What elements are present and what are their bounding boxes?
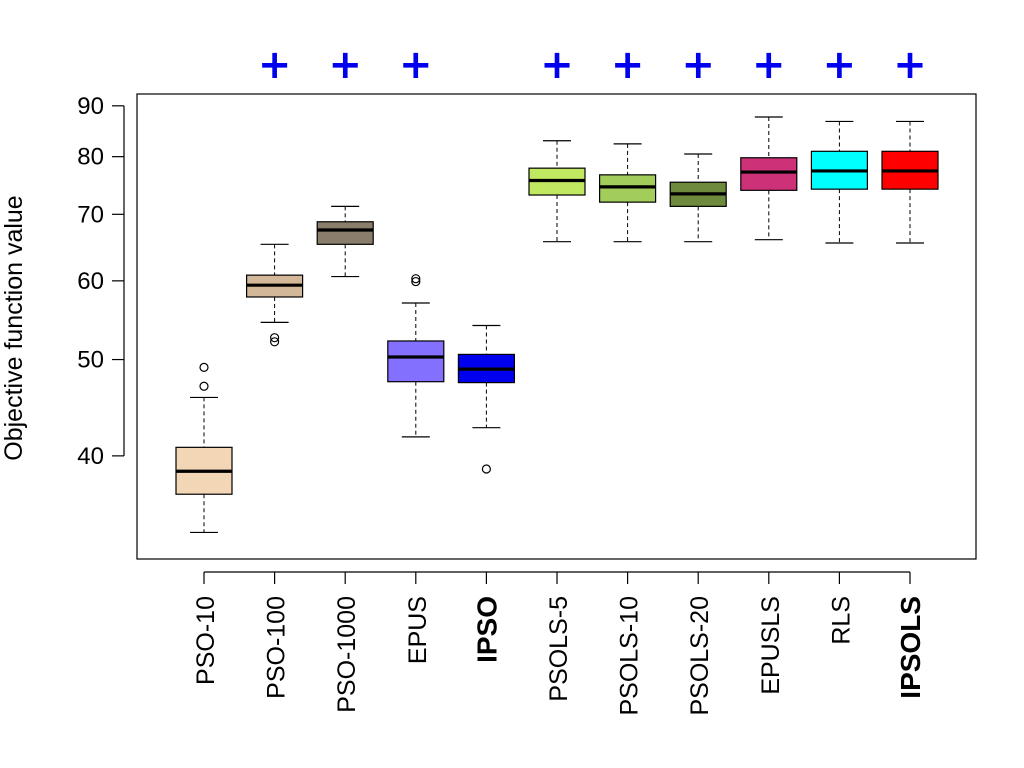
outlier-point [270, 337, 280, 347]
y-axis-label: Objective function value [0, 195, 28, 460]
y-tick-label: 60 [77, 268, 104, 295]
x-tick-label: PSO-10 [192, 596, 220, 685]
box-group [246, 243, 304, 347]
box-group [669, 153, 727, 243]
box-group [316, 205, 374, 278]
y-tick-label: 80 [77, 144, 104, 171]
box-group [387, 274, 445, 438]
significance-plus-marker: + [540, 42, 574, 88]
box-group [810, 120, 869, 244]
outlier-point [411, 274, 421, 284]
box [598, 174, 657, 203]
plot-frame [136, 93, 977, 560]
box-group [175, 362, 233, 534]
x-tick-label: RLS [827, 596, 855, 645]
box-group [457, 324, 515, 474]
x-tick-label: IPSOLS [895, 596, 926, 699]
y-tick-label: 40 [77, 443, 104, 470]
y-tick-label: 90 [77, 93, 104, 120]
significance-plus-marker: + [328, 42, 362, 88]
x-tick-label: PSOLS-5 [545, 596, 573, 702]
significance-plus-marker: + [611, 42, 645, 88]
outlier-point [199, 381, 209, 391]
x-tick-label: PSOLS-20 [686, 596, 714, 716]
y-tick-label: 70 [77, 201, 104, 228]
x-tick-label: EPUSLS [757, 596, 785, 695]
x-tick-label: PSO-1000 [333, 596, 361, 713]
x-tick-label: PSO-100 [263, 596, 291, 699]
box [387, 340, 445, 383]
x-axis: PSO-10 PSO-100 PSO-1000 EPUS IPSO PSOLS-5 PSOL… [192, 571, 926, 716]
outlier-point [481, 464, 491, 474]
significance-plus-marker: + [823, 42, 857, 88]
significance-plus-marker: + [258, 42, 292, 88]
x-tick-label: EPUS [404, 596, 432, 664]
box [316, 221, 374, 245]
box-group [598, 143, 657, 243]
outlier-point [411, 276, 421, 287]
box [740, 157, 798, 191]
x-tick-label: IPSO [471, 596, 502, 663]
significance-plus-marker: + [681, 42, 715, 88]
significance-plus-marker: + [893, 42, 927, 88]
significance-plus-marker: + [399, 42, 433, 88]
box-group [528, 140, 586, 243]
x-tick-label: PSOLS-10 [616, 596, 644, 716]
outlier-point [270, 333, 280, 343]
box-group [740, 116, 798, 241]
boxes [175, 116, 939, 534]
outlier-point [199, 362, 209, 372]
y-axis: 40 50 60 70 80 90 [77, 93, 125, 470]
significance-plus-marker: + [752, 42, 786, 88]
significance-markers: + + + + + + + + + [258, 42, 927, 88]
y-tick-label: 50 [77, 347, 104, 374]
box-group [881, 120, 939, 244]
